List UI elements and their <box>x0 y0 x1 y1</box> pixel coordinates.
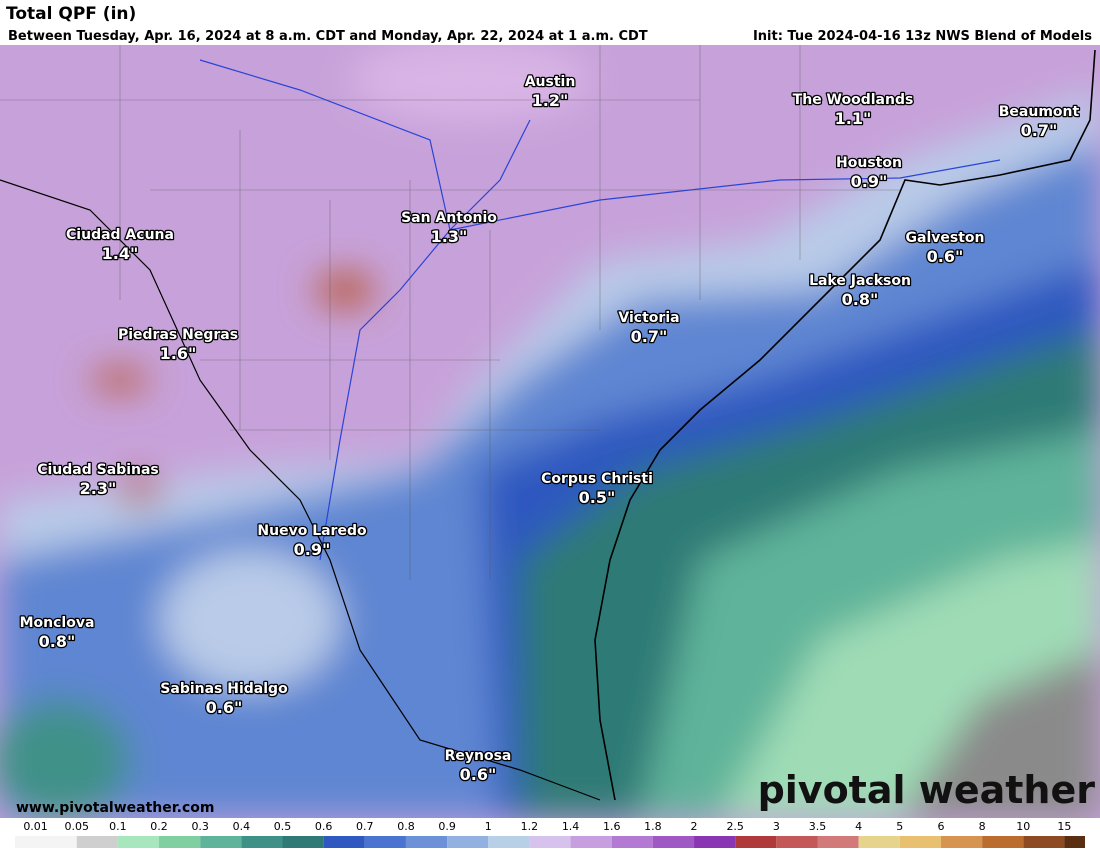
colorbar-tick-label: 8 <box>979 820 986 833</box>
colorbar-tick-label: 2.5 <box>726 820 744 833</box>
colorbar-swatch <box>200 836 242 848</box>
colorbar-tick-label: 1.4 <box>562 820 580 833</box>
colorbar-tick-label: 15 <box>1057 820 1071 833</box>
colorbar-swatch <box>159 836 201 848</box>
city-value: 0.7" <box>1021 121 1058 140</box>
colorbar-tick-label: 4 <box>855 820 862 833</box>
colorbar-swatch <box>940 836 983 848</box>
city-value: 0.6" <box>927 247 964 266</box>
city-value: 0.9" <box>851 172 888 191</box>
colorbar-tick-label: 0.4 <box>233 820 251 833</box>
city-value: 1.2" <box>532 91 569 110</box>
city-name: Piedras Negras <box>118 327 238 343</box>
colorbar-swatch <box>447 836 489 848</box>
city-value: 0.8" <box>842 290 879 309</box>
city-value: 2.3" <box>80 479 117 498</box>
colorbar-tick-label: 1.2 <box>521 820 539 833</box>
city-name: Sabinas Hidalgo <box>160 681 288 697</box>
city-value: 0.7" <box>631 327 668 346</box>
city-value: 0.6" <box>460 765 497 784</box>
colorbar-swatch <box>982 836 1024 848</box>
subtitle: Between Tuesday, Apr. 16, 2024 at 8 a.m.… <box>8 29 648 44</box>
init-info: Init: Tue 2024-04-16 13z NWS Blend of Mo… <box>753 29 1092 44</box>
city-name: Lake Jackson <box>809 273 911 289</box>
colorbar-tick-label: 10 <box>1016 820 1030 833</box>
colorbar-tick-label: 0.3 <box>191 820 209 833</box>
colorbar-swatch <box>529 836 571 848</box>
colorbar-swatch <box>15 836 36 848</box>
city-value: 1.1" <box>835 109 872 128</box>
colorbar-swatch <box>364 836 406 848</box>
colorbar-swatch <box>76 836 118 848</box>
colorbar-swatch <box>899 836 941 848</box>
website: www.pivotalweather.com <box>16 800 215 816</box>
colorbar-tick-label: 6 <box>937 820 944 833</box>
city-name: Reynosa <box>445 748 512 764</box>
colorbar-tick-label: 0.7 <box>356 820 374 833</box>
city-name: Beaumont <box>999 104 1080 120</box>
colorbar-swatch <box>776 836 818 848</box>
colorbar-tick-label: 3.5 <box>809 820 827 833</box>
colorbar-swatch <box>611 836 653 848</box>
city-name: Austin <box>525 74 576 90</box>
colorbar-tick-label: 1.6 <box>603 820 621 833</box>
colorbar-swatch <box>652 836 695 848</box>
colorbar-swatch <box>1023 836 1065 848</box>
colorbar-swatch <box>488 836 530 848</box>
city-value: 0.5" <box>579 488 616 507</box>
city-value: 1.6" <box>160 344 197 363</box>
colorbar-swatch <box>817 836 859 848</box>
colorbar-tick-label: 3 <box>773 820 780 833</box>
colorbar-tick-label: 0.8 <box>397 820 415 833</box>
city-name: Corpus Christi <box>541 471 653 487</box>
title: Total QPF (in) <box>6 4 136 24</box>
colorbar-tick-label: 0.5 <box>274 820 292 833</box>
city-name: Nuevo Laredo <box>257 523 367 539</box>
colorbar-tick-label: 1 <box>485 820 492 833</box>
watermark: pivotal weather <box>758 768 1096 812</box>
colorbar-swatch <box>858 836 900 848</box>
city-name: Monclova <box>20 615 95 631</box>
city-name: Galveston <box>906 230 985 246</box>
colorbar-tick-label: 5 <box>896 820 903 833</box>
colorbar-tick-label: 0.9 <box>438 820 456 833</box>
colorbar-swatch <box>282 836 324 848</box>
colorbar-swatch <box>735 836 777 848</box>
colorbar-swatch <box>323 836 365 848</box>
city-value: 0.8" <box>39 632 76 651</box>
city-value: 1.4" <box>102 244 139 263</box>
city-value: 0.6" <box>206 698 243 717</box>
colorbar-swatch <box>241 836 283 848</box>
city-value: 0.9" <box>294 540 331 559</box>
colorbar-swatch <box>35 836 77 848</box>
colorbar: 0.01 0.05 0.1 0.2 0.3 0.4 0.5 0.6 0.7 0.8 0.9 1 1.2 1… <box>15 820 1085 848</box>
colorbar-tick-label: 1.8 <box>644 820 662 833</box>
colorbar-tick-label: 0.01 <box>23 820 48 833</box>
colorbar-tick-label: 0.2 <box>150 820 168 833</box>
city-name: Ciudad Sabinas <box>37 462 159 478</box>
city-value: 1.3" <box>431 227 468 246</box>
precip-map <box>0 45 1100 818</box>
colorbar-swatch <box>570 836 612 848</box>
colorbar-swatch <box>117 836 160 848</box>
colorbar-tick-label: 2 <box>691 820 698 833</box>
city-name: The Woodlands <box>793 92 914 108</box>
colorbar-tick-label: 0.05 <box>64 820 89 833</box>
colorbar-tick-label: 0.6 <box>315 820 333 833</box>
city-name: San Antonio <box>401 210 497 226</box>
city-name: Victoria <box>618 310 679 326</box>
city-name: Houston <box>836 155 902 171</box>
colorbar-swatch <box>405 836 448 848</box>
city-name: Ciudad Acuna <box>66 227 174 243</box>
colorbar-swatch <box>694 836 736 848</box>
colorbar-tick-label: 0.1 <box>109 820 127 833</box>
colorbar-swatch <box>1064 836 1085 848</box>
